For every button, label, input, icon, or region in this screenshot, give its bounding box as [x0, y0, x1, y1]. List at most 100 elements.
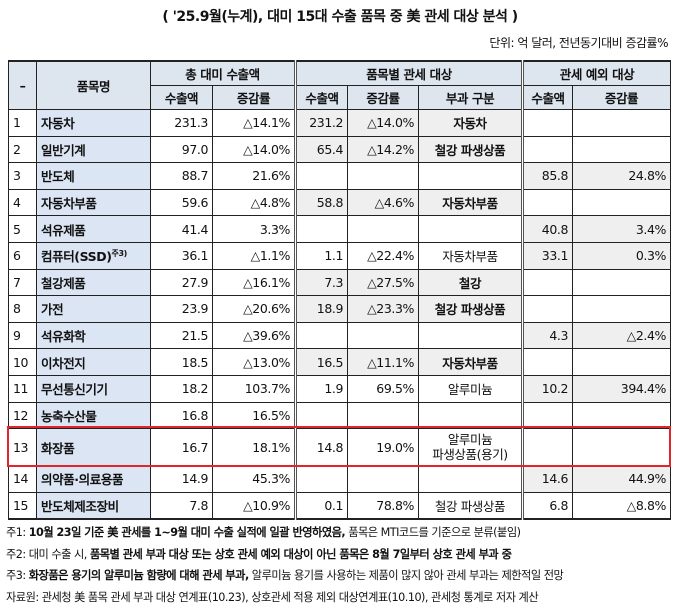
- total-export-text: 59.6: [181, 195, 209, 211]
- tariff-change-text: 19.0%: [376, 439, 415, 455]
- tariff-change: △23.3%: [347, 295, 420, 323]
- total-change-text: △13.0%: [243, 354, 291, 370]
- exempt-export: [521, 109, 574, 137]
- total-export-text: 27.9: [181, 274, 209, 290]
- header-export: 수출액: [521, 85, 574, 110]
- total-change-text: 18.1%: [252, 439, 291, 455]
- total-change: △1.1%: [211, 241, 297, 270]
- tariff-export: [294, 321, 349, 350]
- total-export-text: 41.4: [181, 221, 209, 237]
- exempt-export-text: 10.2: [541, 381, 569, 397]
- table-row: 9 석유화학 21.5 △39.6% 4.3 △2.4%: [8, 321, 672, 350]
- tariff-category-text: 철강: [458, 275, 482, 291]
- row-number: 5: [8, 215, 37, 243]
- header-change: 증감률: [211, 85, 297, 110]
- exempt-export-text: 33.1: [541, 248, 569, 264]
- tariff-export: [294, 162, 349, 190]
- table-row: 10 이차전지 18.5 △13.0% 16.5 △11.1% 자동차부품: [8, 348, 672, 376]
- tariff-category: 자동차부품: [418, 241, 524, 270]
- total-change-text: 21.6%: [252, 168, 291, 184]
- row-number: 8: [8, 295, 37, 323]
- total-change: △10.9%: [211, 491, 297, 521]
- total-export-text: 231.3: [174, 115, 208, 131]
- row-number-text: 7: [13, 274, 21, 290]
- row-number: 2: [8, 135, 37, 164]
- header-tariff-exempt: 관세 예외 대상: [521, 60, 672, 86]
- tariff-export: 0.1: [294, 491, 349, 521]
- row-number-text: 2: [13, 141, 21, 157]
- tariff-change: △14.0%: [347, 109, 420, 137]
- row-number-text: 12: [13, 407, 29, 423]
- tariff-category-text: 자동차부품: [442, 355, 498, 371]
- tariff-export: 14.8: [294, 428, 349, 467]
- exempt-change-text: △8.8%: [626, 498, 667, 514]
- item-name-text: 컴퓨터(SSD): [41, 249, 112, 265]
- table-row: 1 자동차 231.3 △14.1% 231.2 △14.0% 자동차: [8, 109, 672, 137]
- row-number-text: 11: [13, 381, 29, 397]
- total-change: △13.0%: [211, 348, 297, 376]
- item-name: 가전: [36, 295, 151, 323]
- row-number: 7: [8, 268, 37, 297]
- tariff-change: △22.4%: [347, 241, 420, 270]
- table-row: 14 의약품·의료용품 14.9 45.3% 14.6 44.9%: [8, 465, 672, 493]
- exempt-export: [521, 401, 574, 430]
- total-change-text: 103.7%: [244, 381, 291, 397]
- tariff-change: △27.5%: [347, 268, 420, 297]
- total-export: 18.2: [150, 374, 213, 403]
- tariff-category-text: 철강 파생상품: [434, 302, 506, 318]
- total-export: 231.3: [150, 109, 213, 137]
- total-export: 23.9: [150, 295, 213, 323]
- footnote-text: 품목별 관세 부과 대상 또는 상호 관세 예외 대상이 아닌 품목은 8월 7…: [89, 547, 512, 561]
- tariff-change-text: △14.0%: [367, 115, 415, 131]
- total-export-text: 7.8: [189, 498, 208, 514]
- exempt-change: 0.3%: [572, 241, 672, 270]
- total-export: 88.7: [150, 162, 213, 190]
- item-name-text: 화장품: [41, 440, 75, 456]
- row-number: 13: [8, 428, 37, 467]
- exempt-change-text: 0.3%: [635, 248, 667, 264]
- footnote-text: 10월 23일 기준 美 관세를 1~9월 대미 수출 실적에 일괄 반영하였음…: [28, 526, 346, 539]
- total-export-text: 14.9: [181, 471, 209, 487]
- exempt-change: 24.8%: [572, 162, 672, 190]
- item-name-text: 가전: [41, 302, 64, 318]
- exempt-export-text: 6.8: [549, 498, 569, 514]
- tariff-export: 1.1: [294, 241, 349, 270]
- footnote-text: 주3:: [6, 569, 29, 582]
- total-change: 18.1%: [211, 428, 297, 467]
- item-name-text: 일반기계: [41, 142, 86, 158]
- exempt-change: [572, 188, 672, 217]
- tariff-change-text: 69.5%: [376, 381, 415, 397]
- tariff-change-text: △11.1%: [367, 354, 415, 370]
- table-row: 8 가전 23.9 △20.6% 18.9 △23.3% 철강 파생상품: [8, 295, 672, 323]
- tariff-change: 19.0%: [347, 428, 420, 467]
- total-export: 27.9: [150, 268, 213, 297]
- tariff-category: 알루미늄 파생상품(용기): [418, 428, 524, 467]
- footnote-line: 자료원: 관세청 美 품목 관세 부과 대상 연계표(10.23), 상호관세 …: [6, 587, 563, 609]
- tariff-category-text: 알루미늄: [447, 382, 493, 398]
- tariff-category: 자동차: [418, 109, 524, 137]
- total-change: 45.3%: [211, 465, 297, 493]
- tariff-change: 69.5%: [347, 374, 420, 403]
- exempt-export: 85.8: [521, 162, 574, 190]
- exempt-change-text: △2.4%: [626, 328, 667, 344]
- tariff-category: 철강 파생상품: [418, 491, 524, 521]
- row-number-text: 8: [13, 301, 21, 317]
- exempt-change: 44.9%: [572, 465, 672, 493]
- total-export-text: 21.5: [181, 328, 209, 344]
- total-export-text: 36.1: [181, 248, 209, 264]
- tariff-change: [347, 321, 420, 350]
- tariff-change: △14.2%: [347, 135, 420, 164]
- row-number-text: 3: [13, 168, 21, 184]
- table-row: 4 자동차부품 59.6 △4.8% 58.8 △4.6% 자동차부품: [8, 188, 672, 217]
- row-number: 14: [8, 465, 37, 493]
- tariff-change: [347, 401, 420, 430]
- tariff-export: 65.4: [294, 135, 349, 164]
- exempt-change-text: 24.8%: [628, 168, 667, 184]
- item-name-text: 농축수산물: [41, 408, 97, 424]
- item-name: 반도체제조장비: [36, 491, 151, 521]
- exempt-export: [521, 268, 574, 297]
- tariff-category: 철강 파생상품: [418, 135, 524, 164]
- exempt-export-text: 14.6: [541, 471, 569, 487]
- tariff-change-text: △22.4%: [367, 248, 415, 264]
- footnote-line: 주2: 대미 수출 시, 품목별 관세 부과 대상 또는 상호 관세 예외 대상…: [6, 544, 563, 566]
